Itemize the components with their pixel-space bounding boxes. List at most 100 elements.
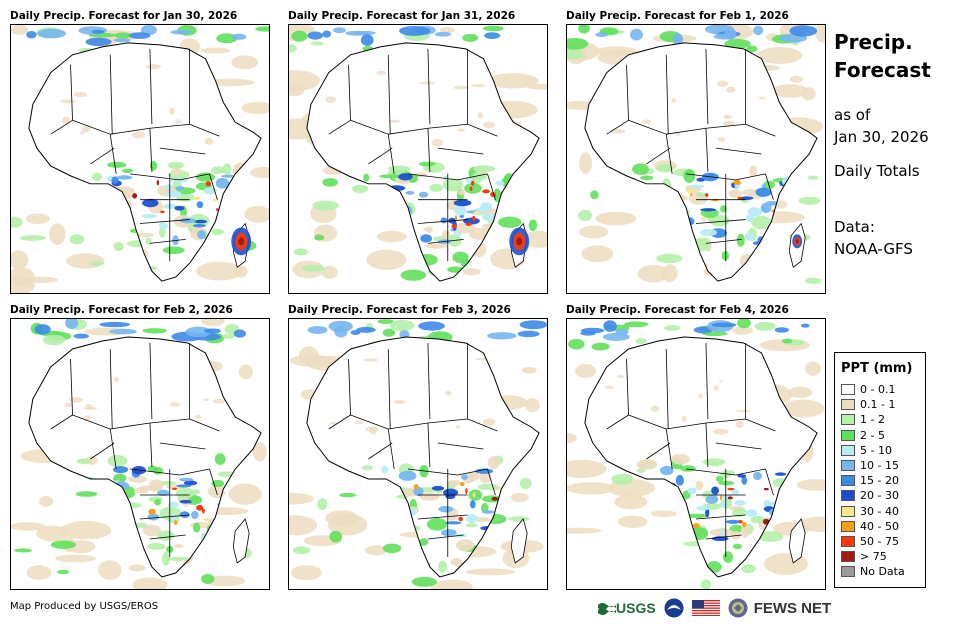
precip-patch (145, 237, 152, 245)
precip-patch (129, 248, 148, 260)
precip-patch (99, 505, 113, 511)
ocean-precip-patch (528, 219, 538, 232)
precip-patch (719, 501, 728, 508)
north-precip-patch (37, 28, 67, 39)
legend-item: 30 - 40 (841, 504, 919, 519)
precip-patch (150, 487, 157, 493)
precip-patch (167, 556, 189, 562)
precip-patch (479, 470, 492, 484)
precip-patch (171, 167, 182, 176)
precip-patch (671, 453, 690, 465)
precip-patch (667, 527, 691, 534)
precip-patch (636, 459, 658, 470)
precip-patch (763, 487, 769, 491)
precip-patch (369, 426, 378, 435)
precip-patch (683, 218, 689, 222)
precip-patch (713, 428, 729, 435)
precip-patch (156, 179, 160, 186)
precip-patch (481, 213, 499, 222)
precip-patch (750, 268, 769, 273)
country-border (72, 119, 111, 135)
fews-net-logo: FEWS NET (753, 599, 832, 617)
precip-patch (200, 532, 207, 543)
precip-patch (680, 218, 687, 226)
precip-patch (735, 409, 751, 413)
ocean-precip-patch (75, 491, 98, 497)
ocean-precip-patch (581, 245, 614, 263)
country-border (159, 442, 206, 450)
legend-label: > 75 (860, 550, 887, 564)
africa-precip-map (289, 319, 547, 589)
precip-patch (103, 218, 116, 222)
precip-patch (741, 521, 747, 528)
ocean-precip-patch (289, 44, 297, 53)
precip-patch (685, 513, 709, 519)
ocean-precip-patch (54, 554, 97, 563)
ocean-precip-patch (321, 265, 338, 279)
credit-text: Map Produced by USGS/EROS (10, 601, 159, 612)
precip-patch (449, 480, 461, 487)
country-border (427, 123, 468, 129)
precip-patch (81, 126, 91, 133)
precip-patch (671, 98, 676, 104)
precip-patch (194, 219, 208, 224)
precip-patch (431, 485, 445, 491)
ocean-precip-patch (289, 515, 318, 536)
precip-patch (473, 211, 482, 215)
precip-patch (766, 228, 790, 237)
ocean-precip-patch (578, 225, 609, 239)
north-precip-patch (203, 328, 222, 334)
precip-patch (221, 174, 236, 178)
precip-patch (750, 515, 766, 524)
precip-patch (170, 512, 177, 523)
precip-patch (729, 524, 743, 534)
precip-patch (735, 420, 744, 429)
country-border (90, 442, 115, 460)
ocean-precip-patch (567, 37, 589, 50)
precip-patch (386, 509, 395, 516)
precip-patch (465, 222, 472, 226)
precip-patch (83, 415, 92, 421)
precip-patch (741, 476, 748, 485)
precip-patch (132, 131, 146, 139)
precip-map (288, 24, 548, 294)
north-precip-patch (307, 325, 328, 334)
ocean-precip-patch (782, 338, 793, 344)
precip-patch (651, 209, 658, 220)
precip-patch (457, 128, 466, 132)
africa-precip-map (11, 25, 269, 293)
east-storm-center (516, 237, 523, 246)
precip-patch (85, 231, 94, 236)
precip-patch (688, 184, 705, 189)
precip-patch (654, 198, 660, 202)
precip-patch (633, 204, 651, 213)
panel-title: Daily Precip. Forecast for Jan 30, 2026 (10, 10, 238, 22)
ocean-precip-patch (289, 492, 315, 505)
ocean-precip-patch (508, 516, 530, 522)
north-precip-patch (34, 324, 51, 335)
ocean-precip-patch (38, 496, 54, 507)
country-border (705, 128, 709, 172)
usgs-wave-icon (598, 603, 616, 615)
precip-patch (92, 194, 102, 201)
precip-patch (376, 70, 387, 75)
legend-title: PPT (mm) (841, 361, 913, 376)
country-border (109, 428, 117, 470)
precip-patch (749, 165, 758, 177)
country-border (149, 418, 190, 424)
precip-patch (617, 374, 625, 378)
ocean-precip-patch (289, 70, 321, 91)
africa-land (28, 42, 262, 282)
ocean-precip-patch (89, 261, 105, 266)
precip-patch (673, 234, 693, 243)
precip-map (10, 318, 270, 590)
legend-label: 30 - 40 (860, 504, 899, 518)
precip-patch (82, 208, 92, 222)
precip-patch (76, 458, 91, 465)
ocean-precip-patch (200, 47, 231, 54)
ocean-precip-patch (312, 200, 339, 211)
precip-patch (683, 169, 696, 183)
ocean-precip-patch (60, 520, 112, 540)
precip-patch (405, 190, 415, 195)
precip-patch (111, 176, 119, 184)
